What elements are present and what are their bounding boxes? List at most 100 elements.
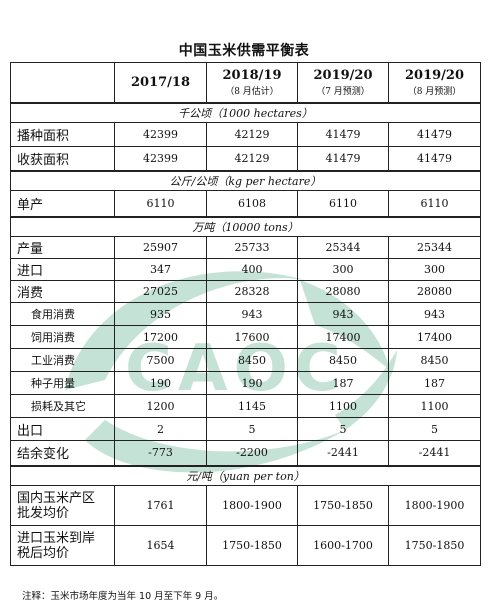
table-row: 收获面积 42399 42129 41479 41479 xyxy=(10,146,481,171)
cell: 300 xyxy=(388,258,481,281)
row-label: 进口 xyxy=(10,258,115,281)
cell: 17400 xyxy=(388,325,481,349)
cell: 5 xyxy=(297,417,389,441)
table-row: 出口 2 5 5 5 xyxy=(10,417,481,441)
cell: 17400 xyxy=(297,325,389,349)
unit-row-volume: 万吨（10000 tons） xyxy=(10,215,481,237)
cell: 1800-1900 xyxy=(206,485,298,526)
unit-row-price: 元/吨（yuan per ton） xyxy=(10,464,481,486)
cell: 41479 xyxy=(388,146,481,171)
row-label: 食用消费 xyxy=(10,302,115,326)
cell: 17600 xyxy=(206,325,298,349)
cell: 25733 xyxy=(206,236,298,259)
cell: 41479 xyxy=(297,146,389,171)
cell: 190 xyxy=(206,371,298,395)
header-col-3: 2019/20 （7 月预测） xyxy=(297,62,389,103)
unit-label: 元/吨（yuan per ton） xyxy=(10,464,481,486)
cell: 28080 xyxy=(388,280,481,303)
cell: 17200 xyxy=(114,325,207,349)
cell: 190 xyxy=(114,371,207,395)
unit-row-area: 千公顷（1000 hectares） xyxy=(10,101,481,123)
row-label: 消费 xyxy=(10,280,115,303)
table-row: 产量 25907 25733 25344 25344 xyxy=(10,236,481,259)
row-label: 损耗及其它 xyxy=(10,394,115,418)
cell: 5 xyxy=(388,417,481,441)
cell: 25907 xyxy=(114,236,207,259)
cell: 1100 xyxy=(297,394,389,418)
table-row: 饲用消费 17200 17600 17400 17400 xyxy=(10,325,481,349)
cell: 8450 xyxy=(206,348,298,372)
cell: 1145 xyxy=(206,394,298,418)
row-label: 播种面积 xyxy=(10,122,115,147)
cell: 300 xyxy=(297,258,389,281)
cell: 6110 xyxy=(114,190,207,217)
unit-label: 千公顷（1000 hectares） xyxy=(10,101,481,123)
cell: 1654 xyxy=(114,525,207,566)
cell: 943 xyxy=(297,302,389,326)
cell: 42129 xyxy=(206,146,298,171)
cell: 1750-1850 xyxy=(297,485,389,526)
cell: 935 xyxy=(114,302,207,326)
row-label: 进口玉米到岸 税后均价 xyxy=(10,525,115,566)
cell: 2 xyxy=(114,417,207,441)
unit-label: 万吨（10000 tons） xyxy=(10,215,481,237)
cell: -2441 xyxy=(388,440,481,466)
table-row: 损耗及其它 1200 1145 1100 1100 xyxy=(10,394,481,418)
row-label: 单产 xyxy=(10,190,115,217)
cell: 6110 xyxy=(297,190,389,217)
row-label: 出口 xyxy=(10,417,115,441)
cell: 42399 xyxy=(114,122,207,147)
cell: 8450 xyxy=(388,348,481,372)
table-row: 结余变化 -773 -2200 -2441 -2441 xyxy=(10,440,481,466)
cell: 1750-1850 xyxy=(206,525,298,566)
cell: 1600-1700 xyxy=(297,525,389,566)
table-row: 进口玉米到岸 税后均价 1654 1750-1850 1600-1700 1750… xyxy=(10,525,481,566)
row-label: 收获面积 xyxy=(10,146,115,171)
table-row: 进口 347 400 300 300 xyxy=(10,258,481,281)
cell: 41479 xyxy=(388,122,481,147)
cell: -2441 xyxy=(297,440,389,466)
row-label: 种子用量 xyxy=(10,371,115,395)
cell: 187 xyxy=(388,371,481,395)
cell: 1200 xyxy=(114,394,207,418)
table-row: 种子用量 190 190 187 187 xyxy=(10,371,481,395)
cell: 400 xyxy=(206,258,298,281)
footnote: 注释：玉米市场年度为当年 10 月至下年 9 月。 xyxy=(22,591,224,602)
unit-row-yield: 公斤/公顷（kg per hectare） xyxy=(10,169,481,191)
cell: 943 xyxy=(388,302,481,326)
table-row: 单产 6110 6108 6110 6110 xyxy=(10,190,481,217)
header-corner xyxy=(10,62,115,103)
cell: 27025 xyxy=(114,280,207,303)
row-label: 国内玉米产区 批发均价 xyxy=(10,485,115,526)
table-title: 中国玉米供需平衡表 xyxy=(178,43,310,59)
cell: 41479 xyxy=(297,122,389,147)
header-col-1: 2017/18 xyxy=(114,62,207,103)
cell: -2200 xyxy=(206,440,298,466)
row-label: 产量 xyxy=(10,236,115,259)
cell: 1800-1900 xyxy=(388,485,481,526)
cell: 28328 xyxy=(206,280,298,303)
cell: 42399 xyxy=(114,146,207,171)
header-row: 2017/18 2018/19 （8 月估计） 2019/20 （7 月预测） 20… xyxy=(10,62,481,103)
row-label: 工业消费 xyxy=(10,348,115,372)
header-col-2: 2018/19 （8 月估计） xyxy=(206,62,298,103)
table-row: 消费 27025 28328 28080 28080 xyxy=(10,280,481,303)
table-row: 国内玉米产区 批发均价 1761 1800-1900 1750-1850 1800… xyxy=(10,485,481,526)
cell: 347 xyxy=(114,258,207,281)
unit-label: 公斤/公顷（kg per hectare） xyxy=(10,169,481,191)
table-row: 工业消费 7500 8450 8450 8450 xyxy=(10,348,481,372)
cell: 8450 xyxy=(297,348,389,372)
cell: 5 xyxy=(206,417,298,441)
table-row: 播种面积 42399 42129 41479 41479 xyxy=(10,122,481,147)
cell: 6108 xyxy=(206,190,298,217)
cell: 1100 xyxy=(388,394,481,418)
cell: 943 xyxy=(206,302,298,326)
cell: 25344 xyxy=(388,236,481,259)
cell: 6110 xyxy=(388,190,481,217)
row-label: 饲用消费 xyxy=(10,325,115,349)
cell: -773 xyxy=(114,440,207,466)
header-col-4: 2019/20 （8 月预测） xyxy=(388,62,481,103)
cell: 187 xyxy=(297,371,389,395)
cell: 28080 xyxy=(297,280,389,303)
cell: 1750-1850 xyxy=(388,525,481,566)
